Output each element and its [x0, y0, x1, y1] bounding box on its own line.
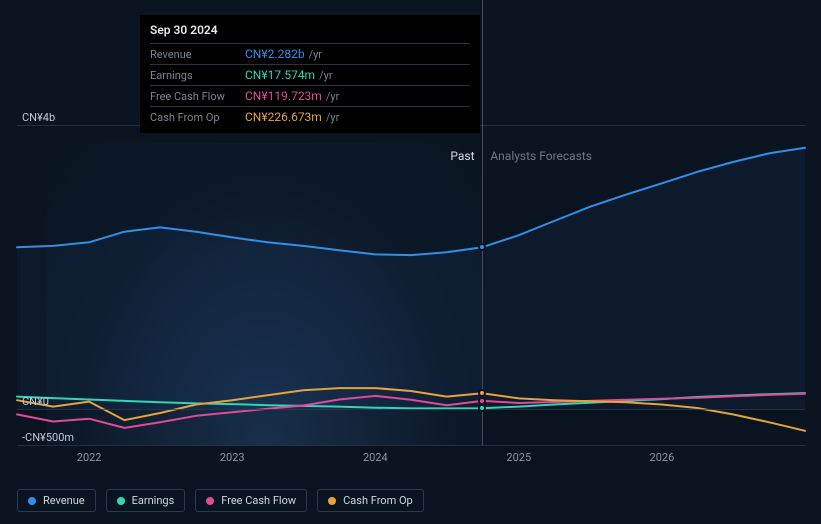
y-axis-label: CN¥4b	[22, 111, 55, 124]
series-fill-revenue	[17, 148, 805, 410]
now-vline	[482, 0, 483, 445]
forecast-chart: Sep 30 2024 RevenueCN¥2.282b/yrEarningsC…	[0, 0, 821, 524]
tooltip-row-value: CN¥2.282b	[245, 47, 305, 61]
series-marker-fcf	[478, 397, 486, 405]
legend-dot-icon	[328, 497, 336, 505]
legend-item-label: Free Cash Flow	[221, 494, 296, 507]
gridline	[17, 445, 805, 446]
tooltip-row-label: Earnings	[150, 69, 245, 82]
tooltip-row-unit: /yr	[319, 69, 332, 82]
tooltip-row-value: CN¥17.574m	[245, 68, 315, 82]
tooltip-date: Sep 30 2024	[150, 23, 470, 43]
legend-dot-icon	[206, 497, 214, 505]
legend-item-earnings[interactable]: Earnings	[106, 489, 186, 512]
legend-item-revenue[interactable]: Revenue	[17, 489, 96, 512]
legend-item-label: Cash From Op	[343, 494, 413, 507]
y-axis-label: CN¥0	[22, 395, 49, 408]
chart-tooltip: Sep 30 2024 RevenueCN¥2.282b/yrEarningsC…	[140, 15, 480, 133]
legend-item-label: Earnings	[132, 494, 175, 507]
chart-lines-svg	[17, 125, 805, 445]
tooltip-row: RevenueCN¥2.282b/yr	[150, 43, 470, 64]
legend-item-cfo[interactable]: Cash From Op	[317, 489, 424, 512]
legend-dot-icon	[117, 497, 125, 505]
series-marker-earnings	[478, 404, 486, 412]
legend-dot-icon	[28, 497, 36, 505]
tooltip-row-unit: /yr	[309, 48, 322, 61]
x-tick-label: 2022	[77, 451, 102, 464]
tooltip-row-value: CN¥119.723m	[245, 89, 322, 103]
tooltip-row-label: Cash From Op	[150, 111, 245, 124]
tooltip-row-label: Free Cash Flow	[150, 90, 245, 103]
x-tick-label: 2026	[650, 451, 675, 464]
x-tick-label: 2024	[363, 451, 388, 464]
legend-item-label: Revenue	[43, 494, 85, 507]
y-axis-label: -CN¥500m	[22, 431, 74, 444]
tooltip-row: Cash From OpCN¥226.673m/yr	[150, 106, 470, 127]
period-label-past: Past	[450, 149, 474, 163]
tooltip-row: EarningsCN¥17.574m/yr	[150, 64, 470, 85]
series-marker-revenue	[478, 243, 486, 251]
series-marker-cfo	[478, 389, 486, 397]
tooltip-row-unit: /yr	[326, 90, 339, 103]
tooltip-row-unit: /yr	[326, 111, 339, 124]
tooltip-row-label: Revenue	[150, 48, 245, 61]
gridline	[17, 409, 805, 410]
tooltip-row: Free Cash FlowCN¥119.723m/yr	[150, 85, 470, 106]
x-tick-label: 2025	[506, 451, 531, 464]
tooltip-row-value: CN¥226.673m	[245, 110, 322, 124]
legend: Revenue Earnings Free Cash Flow Cash From O…	[17, 489, 424, 512]
legend-item-fcf[interactable]: Free Cash Flow	[195, 489, 307, 512]
period-label-forecast: Analysts Forecasts	[490, 149, 592, 163]
plot-area[interactable]	[17, 125, 805, 445]
x-tick-label: 2023	[220, 451, 245, 464]
